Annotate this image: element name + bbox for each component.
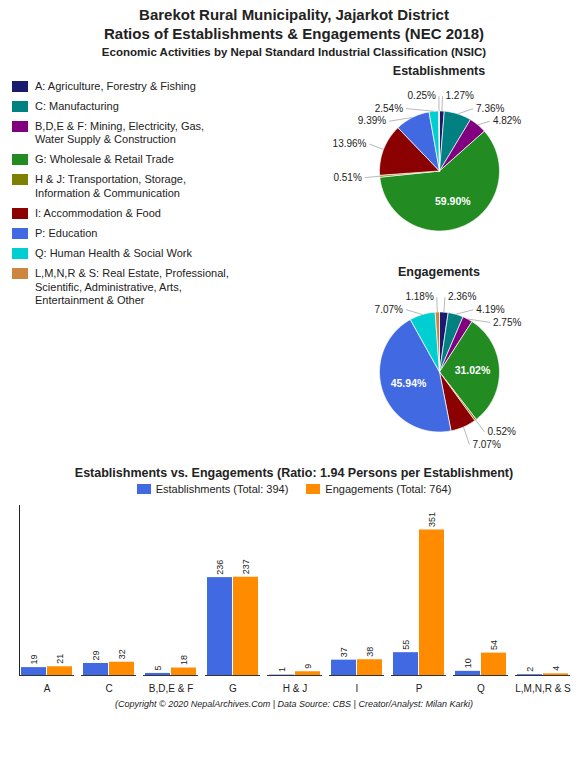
html-text:Establishments: Establishments <box>392 63 486 78</box>
html-text:I: Accommodation & Food: I: Accommodation & Food <box>35 206 161 219</box>
svg-text:0.51%: 0.51% <box>333 171 361 182</box>
svg-text:9.39%: 9.39% <box>358 115 386 126</box>
svg-text:37: 37 <box>339 647 349 657</box>
html-text:Engagements (Total: 764): Engagements (Total: 764) <box>325 482 452 495</box>
svg-text:19: 19 <box>29 654 39 664</box>
svg-text:1: 1 <box>277 667 287 672</box>
svg-text:13.96%: 13.96% <box>333 138 367 149</box>
svg-text:7.36%: 7.36% <box>476 102 504 113</box>
svg-text:1.27%: 1.27% <box>445 90 473 101</box>
svg-text:18: 18 <box>179 655 189 665</box>
svg-text:L,M,N,R & S: L,M,N,R & S <box>515 682 571 693</box>
svg-text:I: I <box>356 682 359 693</box>
svg-text:B,D,E & F: B,D,E & F <box>149 682 193 693</box>
svg-text:236: 236 <box>215 559 225 574</box>
html-text:A: Agriculture, Forestry & Fis: A: Agriculture, Forestry & Fishing <box>35 79 196 92</box>
svg-text:21: 21 <box>55 653 65 663</box>
html-text:B,D,E & F: Mining, Electricity: B,D,E & F: Mining, Electricity, Gas, Wat… <box>35 119 205 146</box>
svg-text:P: P <box>416 682 423 693</box>
html-text:(Copyright © 2020 NepalArchive: (Copyright © 2020 NepalArchives.Com | Da… <box>115 698 473 709</box>
html-text:L,M,N,R & S: Real Estate, Prof: L,M,N,R & S: Real Estate, Professional, … <box>35 267 229 306</box>
svg-text:54: 54 <box>489 640 499 650</box>
html-text:P: Education: P: Education <box>35 227 98 239</box>
svg-text:Q: Q <box>477 682 485 693</box>
svg-text:38: 38 <box>365 646 375 656</box>
html-text:Barekot Rural Municipality, Ja: Barekot Rural Municipality, Jajarkot Dis… <box>104 6 484 42</box>
svg-text:A: A <box>44 682 51 693</box>
svg-text:2: 2 <box>525 666 535 671</box>
svg-text:9: 9 <box>303 663 313 668</box>
html-text:Establishments vs. Engagements: Establishments vs. Engagements (Ratio: 1… <box>74 465 514 480</box>
svg-text:G: G <box>229 682 237 693</box>
html-text:G: Wholesale & Retail Trade: G: Wholesale & Retail Trade <box>35 153 174 166</box>
svg-text:4.19%: 4.19% <box>476 303 504 314</box>
svg-text:2.54%: 2.54% <box>375 102 403 113</box>
html-text:Establishments (Total: 394): Establishments (Total: 394) <box>155 482 289 495</box>
html-text:Q: Human Health & Social Work: Q: Human Health & Social Work <box>35 247 192 260</box>
html-text:Economic Activities by Nepal S: Economic Activities by Nepal Standard In… <box>101 45 487 58</box>
svg-text:5: 5 <box>153 665 163 670</box>
svg-text:45.94%: 45.94% <box>391 376 427 388</box>
svg-text:59.90%: 59.90% <box>435 194 471 206</box>
svg-text:H & J: H & J <box>283 682 307 693</box>
svg-text:351: 351 <box>427 511 437 526</box>
svg-text:C: C <box>105 682 112 693</box>
html-text:C: Manufacturing: C: Manufacturing <box>35 99 119 112</box>
svg-text:7.07%: 7.07% <box>472 438 500 449</box>
html-text:H & J: Transportation, Storage: H & J: Transportation, Storage, Informat… <box>35 173 186 199</box>
svg-text:55: 55 <box>401 639 411 649</box>
svg-text:4.82%: 4.82% <box>493 115 521 126</box>
svg-text:0.25%: 0.25% <box>408 90 436 101</box>
svg-text:1.18%: 1.18% <box>405 291 433 302</box>
svg-text:2.75%: 2.75% <box>493 316 521 327</box>
html-text:Engagements: Engagements <box>398 264 480 279</box>
svg-text:237: 237 <box>241 559 251 574</box>
svg-text:31.02%: 31.02% <box>455 363 491 375</box>
svg-text:32: 32 <box>117 649 127 659</box>
svg-text:29: 29 <box>91 650 101 660</box>
svg-text:7.07%: 7.07% <box>375 303 403 314</box>
svg-text:0.52%: 0.52% <box>488 426 516 437</box>
svg-text:10: 10 <box>463 658 473 668</box>
svg-text:2.36%: 2.36% <box>448 291 476 302</box>
svg-text:4: 4 <box>551 665 561 670</box>
